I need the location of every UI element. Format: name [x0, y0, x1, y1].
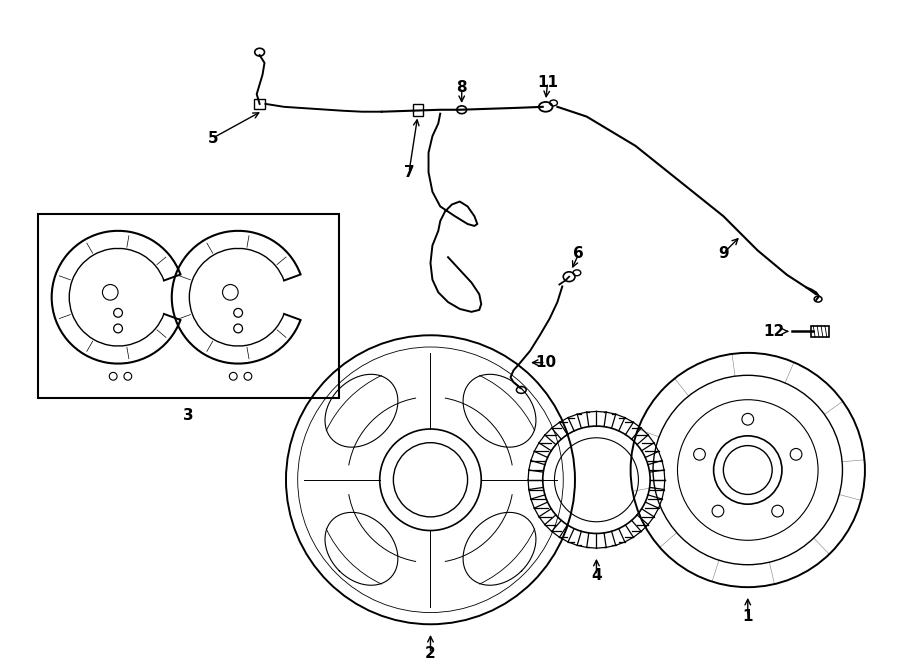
- Text: 10: 10: [536, 355, 556, 370]
- Text: 7: 7: [404, 165, 414, 180]
- Text: 4: 4: [591, 568, 602, 583]
- Text: 3: 3: [183, 408, 194, 423]
- Bar: [413, 104, 423, 116]
- Bar: [254, 99, 266, 109]
- Text: 6: 6: [573, 246, 584, 261]
- Text: 8: 8: [456, 80, 467, 95]
- Text: 5: 5: [207, 131, 218, 145]
- Text: 1: 1: [742, 609, 753, 624]
- Text: 9: 9: [718, 246, 729, 261]
- Bar: [38, 214, 338, 398]
- Text: 11: 11: [537, 75, 558, 90]
- Text: 12: 12: [763, 324, 785, 339]
- Bar: [811, 325, 829, 337]
- Text: 2: 2: [425, 646, 436, 661]
